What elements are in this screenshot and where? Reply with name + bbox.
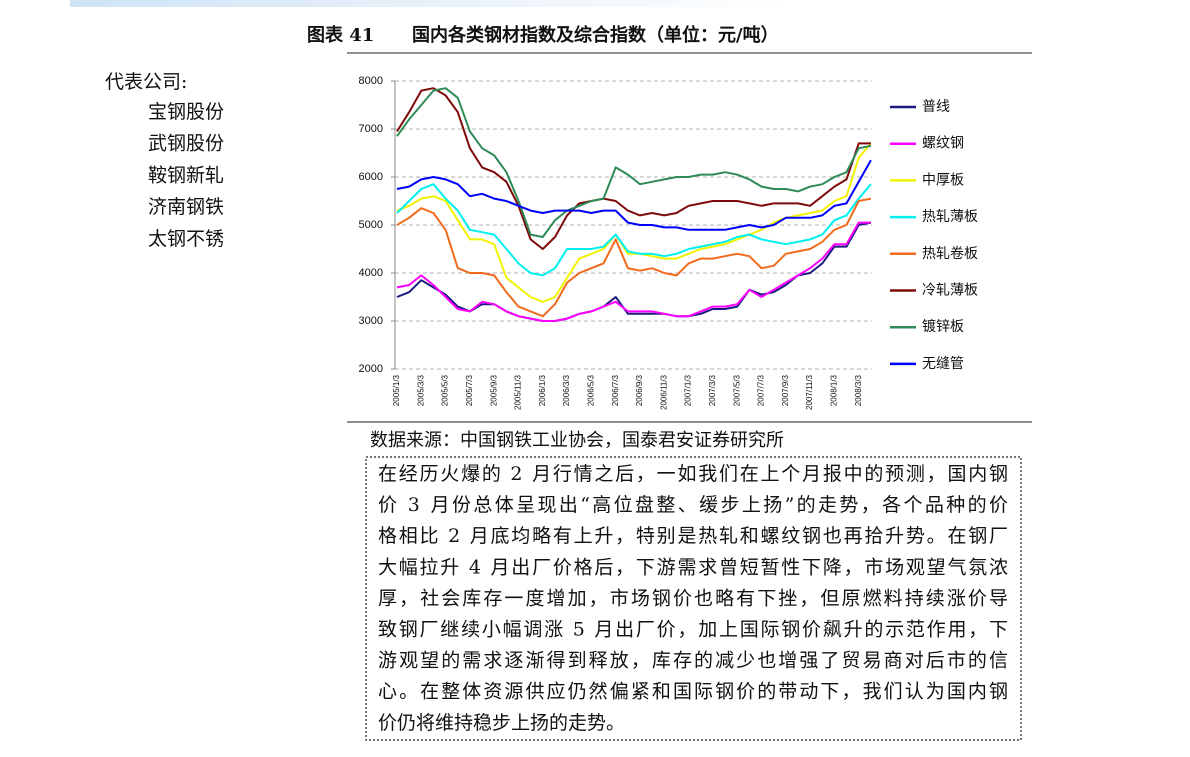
company: 武钢股份 <box>148 133 224 155</box>
chart: 2000 3000 4000 5000 6000 7000 8000 2005/1/3 2005… <box>359 75 978 410</box>
legend-label: 无缝管 <box>922 356 964 372</box>
body-line: 在经历火爆的 2 月行情之后，一如我们在上个月报中的预测，国内钢 <box>378 463 1008 485</box>
company: 鞍钢新轧 <box>148 164 224 186</box>
x-tick-label: 2007/7/3 <box>757 374 766 406</box>
legend-label: 镀锌板 <box>922 318 964 335</box>
series-line <box>396 87 871 250</box>
x-tick-label: 2007/3/3 <box>708 374 717 406</box>
x-tick-label: 2008/1/3 <box>830 374 839 406</box>
sidebar-heading: 代表公司: <box>105 71 187 93</box>
series-line <box>396 197 872 318</box>
x-tick-label: 2006/3/3 <box>562 374 571 406</box>
x-tick-label: 2006/1/3 <box>538 374 547 406</box>
series-line <box>396 159 872 231</box>
x-tick-label: 2006/9/3 <box>635 374 644 406</box>
company: 济南钢铁 <box>148 196 224 218</box>
x-tick-label: 2006/7/3 <box>611 374 620 406</box>
y-tick-label: 5000 <box>359 219 383 231</box>
body-line: 格相比 2 月底均略有上升，特别是热轧和螺纹钢也再拾升势。在钢厂 <box>378 525 1008 547</box>
x-tick-label: 2005/7/3 <box>465 374 474 406</box>
body-line: 厚，社会库存一度增加，市场钢价也略有下挫，但原燃料持续涨价导 <box>378 587 1008 609</box>
body-line: 价 3 月份总体呈现出“高位盘整、缓步上扬”的走势，各个品种的价 <box>378 494 1008 516</box>
y-tick-label: 7000 <box>359 123 383 135</box>
y-tick-label: 3000 <box>359 315 383 327</box>
x-tick-label: 2006/11/3 <box>659 374 668 410</box>
body-line: 价仍将维持稳步上扬的走势。 <box>378 712 625 734</box>
x-tick-label: 2007/5/3 <box>732 374 741 406</box>
y-tick-label: 4000 <box>359 267 383 279</box>
figure-title: 国内各类钢材指数及综合指数（单位：元/吨） <box>412 24 779 46</box>
series-line <box>396 142 872 303</box>
series-line <box>396 87 872 238</box>
series-line <box>396 221 871 322</box>
body-line: 致钢厂继续小幅调涨 5 月出厂价，加上国际钢价飙升的示范作用，下 <box>378 619 1008 641</box>
company: 宝钢股份 <box>148 101 224 123</box>
x-tick-label: 2005/11/3 <box>514 374 523 410</box>
series-line <box>396 183 872 277</box>
x-tick-label: 2006/5/3 <box>587 374 596 406</box>
company: 太钢不锈 <box>148 228 224 250</box>
body-line: 心。在整体资源供应仍然偏紧和国际钢价的带动下，我们认为国内钢 <box>378 681 1008 703</box>
figure-label: 图表 41 <box>307 24 374 46</box>
body-line: 游观望的需求逐渐得到释放，库存的减少也增强了贸易商对后市的信 <box>378 650 1008 672</box>
y-tick-label: 8000 <box>359 75 383 87</box>
legend-label: 中厚板 <box>922 172 964 188</box>
legend-label: 热轧薄板 <box>922 209 978 225</box>
x-tick-label: 2007/11/3 <box>805 374 814 410</box>
x-tick-label: 2008/3/3 <box>854 374 863 406</box>
body-line: 大幅拉升 4 月出厂价格后，下游需求曾短暂性下降，市场观望气氛浓 <box>378 556 1008 578</box>
legend-label: 冷轧薄板 <box>922 283 978 299</box>
legend-label: 螺纹钢 <box>922 136 964 152</box>
x-tick-label: 2005/1/3 <box>392 374 401 406</box>
legend-label: 热轧卷板 <box>922 246 978 262</box>
x-tick-label: 2007/1/3 <box>684 374 693 406</box>
x-tick-label: 2005/3/3 <box>416 374 425 406</box>
top-band <box>70 0 790 7</box>
x-tick-label: 2007/9/3 <box>781 374 790 406</box>
x-tick-label: 2005/5/3 <box>441 374 450 406</box>
x-tick-label: 2005/9/3 <box>489 374 498 406</box>
y-tick-label: 6000 <box>359 171 383 183</box>
text-box <box>365 456 1022 741</box>
source: 数据来源：中国钢铁工业协会，国泰君安证券研究所 <box>370 430 784 451</box>
y-tick-label: 2000 <box>359 363 383 375</box>
legend-label: 普线 <box>922 99 950 115</box>
